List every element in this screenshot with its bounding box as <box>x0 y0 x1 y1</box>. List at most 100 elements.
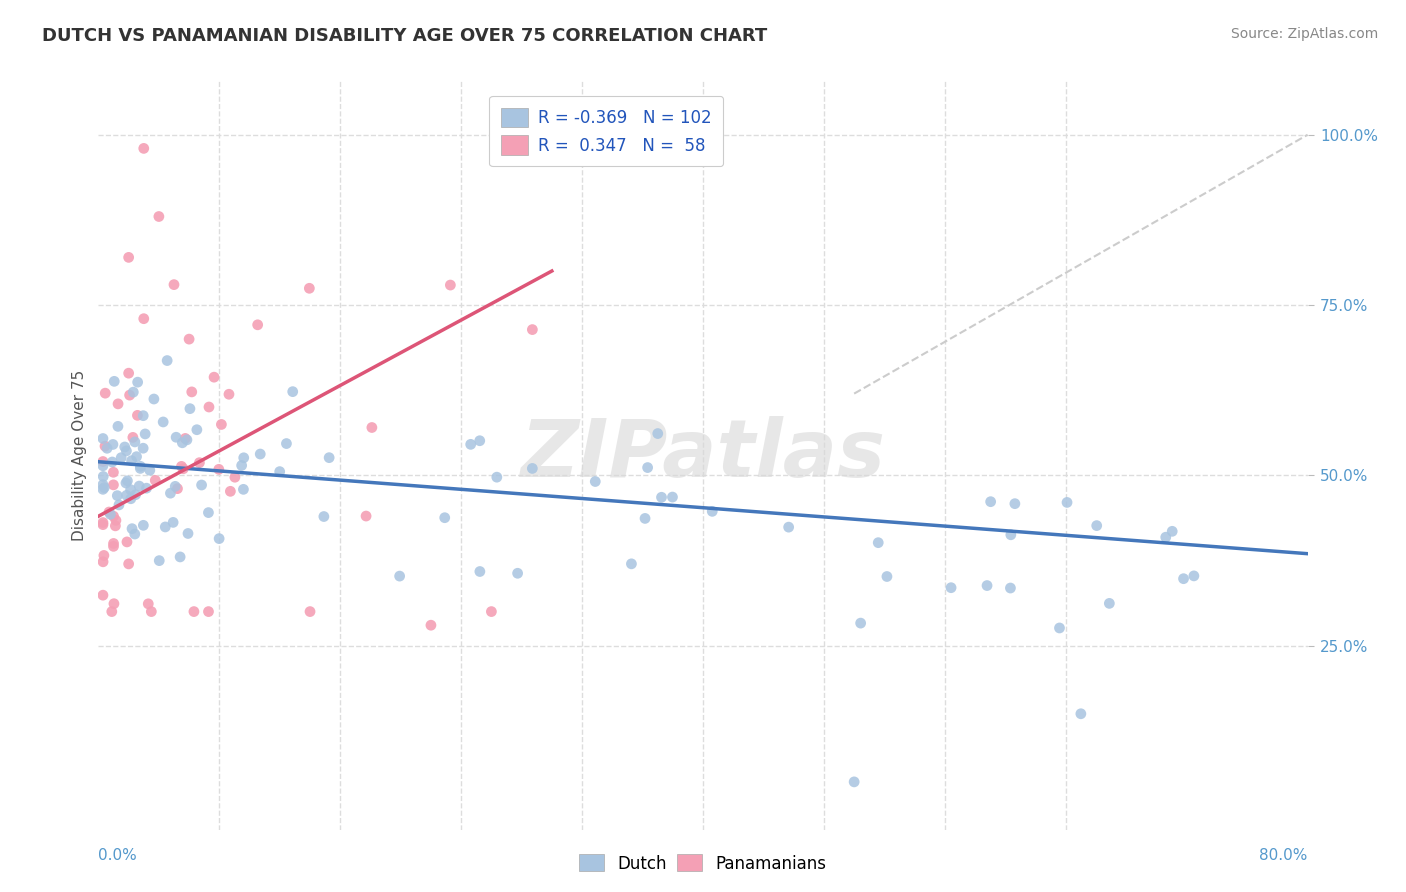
Point <box>179 332 201 346</box>
Point <box>159 486 181 500</box>
Point <box>174 432 197 446</box>
Point <box>98 505 121 519</box>
Point <box>844 775 866 789</box>
Text: 80.0%: 80.0% <box>1260 847 1308 863</box>
Point <box>165 479 187 493</box>
Point <box>647 426 669 441</box>
Point <box>388 569 411 583</box>
Point <box>169 549 191 564</box>
Point <box>125 450 148 464</box>
Point <box>1161 524 1184 539</box>
Point <box>152 415 174 429</box>
Point <box>121 522 143 536</box>
Point <box>172 435 194 450</box>
Point <box>122 430 145 444</box>
Point <box>93 481 115 495</box>
Point <box>433 510 456 524</box>
Point <box>360 420 382 434</box>
Point <box>976 578 998 592</box>
Point <box>162 516 184 530</box>
Point <box>115 443 138 458</box>
Point <box>208 532 231 546</box>
Point <box>202 370 225 384</box>
Point <box>1070 706 1092 721</box>
Point <box>312 509 335 524</box>
Point <box>91 477 114 491</box>
Point <box>281 384 304 399</box>
Point <box>276 436 298 450</box>
Point <box>1004 497 1026 511</box>
Point <box>637 460 659 475</box>
Point <box>117 474 139 488</box>
Point <box>868 535 890 549</box>
Point <box>183 605 205 619</box>
Point <box>148 554 170 568</box>
Point <box>232 450 254 465</box>
Point <box>115 475 138 490</box>
Point <box>91 555 114 569</box>
Point <box>103 478 125 492</box>
Point <box>583 475 606 489</box>
Point <box>420 618 443 632</box>
Point <box>1049 621 1071 635</box>
Point <box>778 520 800 534</box>
Point <box>188 456 211 470</box>
Point <box>522 322 544 336</box>
Point <box>522 461 544 475</box>
Point <box>103 536 125 550</box>
Point <box>103 465 125 479</box>
Point <box>104 513 127 527</box>
Point <box>156 353 179 368</box>
Point <box>179 401 201 416</box>
Point <box>121 453 143 467</box>
Point <box>115 535 138 549</box>
Point <box>94 386 117 401</box>
Point <box>120 483 142 497</box>
Point <box>298 281 321 295</box>
Point <box>650 490 672 504</box>
Point <box>269 465 291 479</box>
Point <box>124 434 146 449</box>
Point <box>141 605 163 619</box>
Point <box>620 557 643 571</box>
Point <box>876 569 898 583</box>
Point <box>219 484 242 499</box>
Point <box>180 384 202 399</box>
Point <box>460 437 482 451</box>
Point <box>176 433 198 447</box>
Point <box>110 450 132 465</box>
Point <box>249 447 271 461</box>
Point <box>468 434 491 448</box>
Point <box>91 458 114 473</box>
Point <box>849 616 872 631</box>
Point <box>129 459 152 474</box>
Point <box>124 488 146 502</box>
Point <box>132 409 155 423</box>
Point <box>115 488 138 502</box>
Point <box>485 470 508 484</box>
Point <box>94 439 117 453</box>
Point <box>165 430 187 444</box>
Point <box>91 517 114 532</box>
Point <box>163 277 186 292</box>
Point <box>246 318 269 332</box>
Point <box>139 463 162 477</box>
Point <box>91 469 114 483</box>
Point <box>209 417 232 432</box>
Point <box>148 210 170 224</box>
Point <box>506 566 529 581</box>
Point <box>91 454 114 468</box>
Point <box>190 478 212 492</box>
Point <box>103 539 125 553</box>
Point <box>1000 581 1022 595</box>
Point <box>1098 596 1121 610</box>
Point <box>107 419 129 434</box>
Point <box>107 397 129 411</box>
Text: DUTCH VS PANAMANIAN DISABILITY AGE OVER 75 CORRELATION CHART: DUTCH VS PANAMANIAN DISABILITY AGE OVER … <box>42 27 768 45</box>
Point <box>702 504 724 518</box>
Legend: Dutch, Panamanians: Dutch, Panamanians <box>572 847 834 880</box>
Point <box>197 605 219 619</box>
Point <box>172 462 194 476</box>
Point <box>134 426 156 441</box>
Point <box>170 459 193 474</box>
